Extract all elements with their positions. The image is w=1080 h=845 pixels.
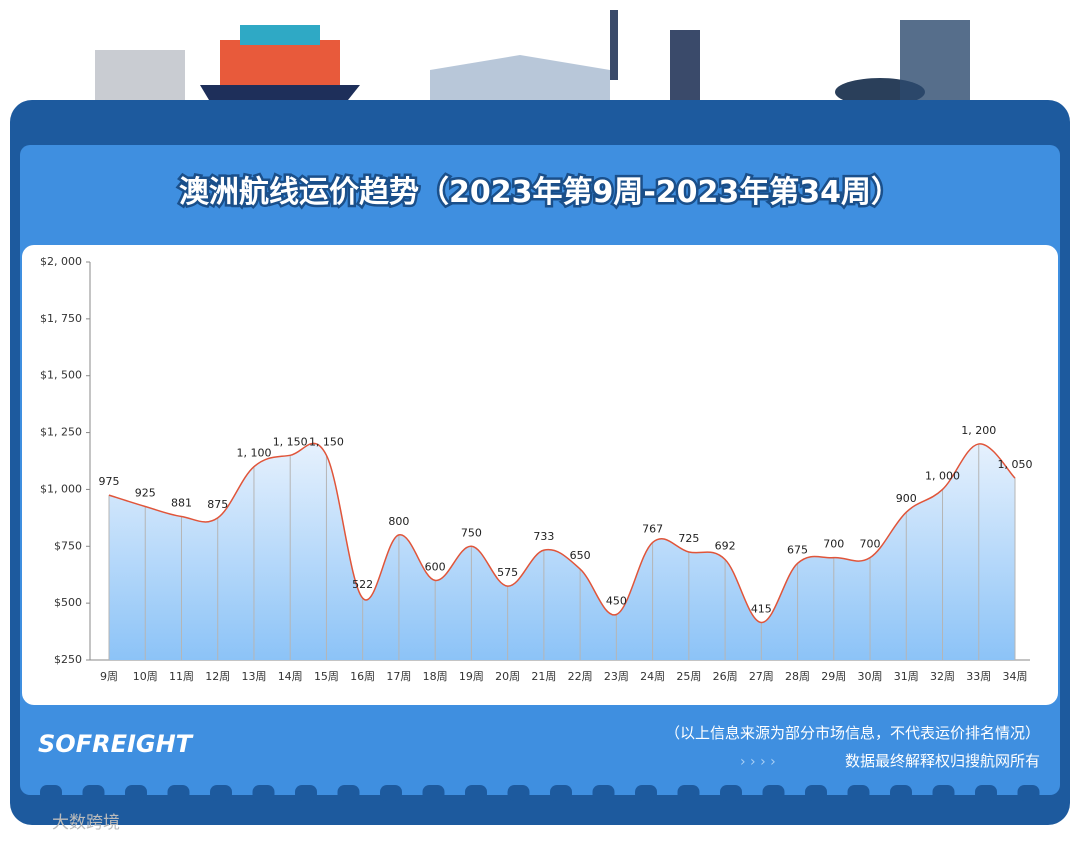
x-tick-label: 24周 [640, 670, 665, 683]
x-tick-label: 20周 [495, 670, 520, 683]
x-tick-label: 29周 [821, 670, 846, 683]
value-label: 700 [860, 538, 881, 551]
watermark: 大数跨境 [52, 813, 120, 833]
x-tick-label: 16周 [350, 670, 375, 683]
x-tick-label: 11周 [169, 670, 194, 683]
x-tick-label: 14周 [278, 670, 303, 683]
hole [932, 785, 955, 801]
value-label: 1, 050 [998, 458, 1033, 471]
x-tick-label: 19周 [459, 670, 484, 683]
arrows: › › › › [740, 754, 776, 770]
hole [507, 785, 530, 801]
x-tick-label: 23周 [604, 670, 629, 683]
x-tick-label: 31周 [894, 670, 919, 683]
x-tick-label: 12周 [205, 670, 230, 683]
x-tick-label: 13周 [241, 670, 266, 683]
x-tick-label: 17周 [386, 670, 411, 683]
value-label: 725 [678, 532, 699, 545]
x-tick-label: 33周 [966, 670, 991, 683]
hole [550, 785, 572, 801]
hole [465, 785, 487, 801]
value-label: 1, 000 [925, 469, 960, 482]
hole [167, 785, 190, 801]
line [108, 442, 1016, 624]
hole [125, 785, 147, 801]
x-tick-label: 15周 [314, 670, 339, 683]
value-label: 415 [751, 602, 772, 615]
value-label: 925 [135, 486, 156, 499]
hole [210, 785, 232, 801]
y-tick-label: $1, 250 [40, 426, 82, 439]
hole [677, 785, 700, 801]
hole [635, 785, 657, 801]
x-tick-label: 21周 [531, 670, 556, 683]
x-tick-label: 30周 [858, 670, 883, 683]
y-tick-label: $1, 750 [40, 312, 82, 325]
chart-title: 澳洲航线运价趋势（2023年第9周-2023年第34周） [179, 175, 901, 210]
value-label: 875 [207, 498, 228, 511]
hole [847, 785, 870, 801]
value-label: 692 [715, 539, 736, 552]
y-tick-label: $1, 000 [40, 482, 82, 495]
hole [975, 785, 997, 801]
value-label: 1, 200 [961, 424, 996, 437]
y-tick-label: $2, 000 [40, 255, 82, 268]
hole [592, 785, 615, 801]
decoration [95, 10, 970, 110]
hole [890, 785, 912, 801]
hole [1017, 785, 1040, 801]
logo: SOFREIGHT [38, 730, 194, 758]
value-label: 700 [823, 538, 844, 551]
value-label: 1, 100 [236, 447, 271, 460]
value-label: 767 [642, 522, 663, 535]
value-label: 900 [896, 492, 917, 505]
holes [40, 785, 1040, 801]
value-label: 800 [388, 515, 409, 528]
hole [762, 785, 785, 801]
value-label: 650 [570, 549, 591, 562]
value-label: 881 [171, 496, 192, 509]
value-label: 522 [352, 578, 373, 591]
hole [422, 785, 445, 801]
x-tick-label: 34周 [1003, 670, 1028, 683]
y-tick-label: $750 [54, 539, 82, 552]
y-tick-label: $1, 500 [40, 369, 82, 382]
value-label: 975 [99, 475, 120, 488]
value-label: 1, 150 [309, 435, 344, 448]
x-tick-label: 22周 [568, 670, 593, 683]
value-label: 675 [787, 543, 808, 556]
x-tick-label: 9周 [100, 670, 118, 683]
x-tick-label: 25周 [676, 670, 701, 683]
x-tick-label: 10周 [133, 670, 158, 683]
value-label: 733 [533, 530, 554, 543]
value-label: 1, 150 [273, 435, 308, 448]
x-tick-label: 26周 [713, 670, 738, 683]
value-label: 600 [425, 560, 446, 573]
x-tick-label: 27周 [749, 670, 774, 683]
x-tick-label: 28周 [785, 670, 810, 683]
y-tick-label: $500 [54, 596, 82, 609]
hole [805, 785, 827, 801]
hole [82, 785, 105, 801]
footer-note: （以上信息来源为部分市场信息，不代表运价排名情况） [665, 724, 1040, 742]
value-label: 450 [606, 595, 627, 608]
hole [252, 785, 275, 801]
area [109, 443, 1015, 660]
x-tick-label: 18周 [423, 670, 448, 683]
hole [380, 785, 402, 801]
footer-copyright: 数据最终解释权归搜航网所有 [845, 752, 1040, 770]
hole [337, 785, 360, 801]
y-tick-label: $250 [54, 653, 82, 666]
hole [40, 785, 62, 801]
x-tick-label: 32周 [930, 670, 955, 683]
hole [720, 785, 742, 801]
hole [295, 785, 317, 801]
value-label: 575 [497, 566, 518, 579]
value-label: 750 [461, 526, 482, 539]
